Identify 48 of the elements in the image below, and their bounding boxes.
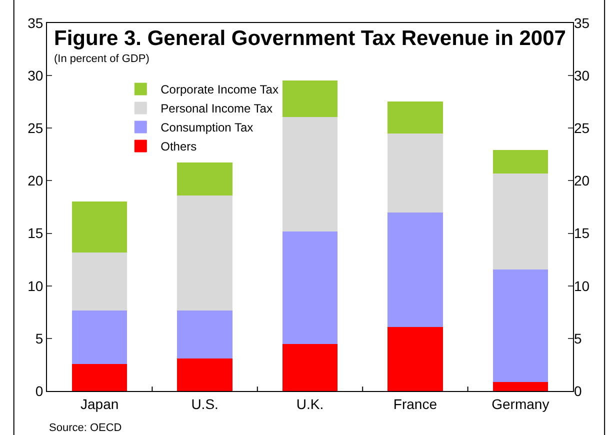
y2-tick-label: 5: [574, 330, 582, 346]
bar: [282, 230, 338, 344]
y-tick-label: 25: [28, 120, 44, 136]
y2-tick-label: 25: [574, 120, 590, 136]
bar: [72, 363, 128, 391]
x-tick-label: U.S.: [191, 396, 218, 412]
bar: [492, 268, 548, 382]
chart-title: Figure 3. General Government Tax Revenue in 2007: [54, 27, 566, 50]
y2-tick-label: 35: [574, 14, 590, 31]
legend-label: Consumption Tax: [160, 120, 254, 135]
y-tick-label: 10: [28, 278, 44, 294]
y-tick-label: 20: [28, 172, 44, 189]
y2-tick-label: 30: [574, 67, 590, 84]
y2-tick-label: 15: [574, 225, 590, 242]
bar: [388, 102, 443, 134]
x-tick-label: Germany: [492, 396, 550, 412]
legend-label: Corporate Income Tax: [160, 82, 278, 97]
bar: [282, 116, 338, 232]
bar: [72, 252, 128, 310]
y-tick-label: 35: [28, 14, 44, 31]
bar: [282, 80, 338, 117]
bar: [282, 343, 338, 391]
legend-label: Others: [160, 140, 197, 154]
y-tick-label: 30: [28, 67, 44, 84]
bar: [492, 173, 548, 270]
bar: [72, 201, 128, 252]
bar: [388, 133, 443, 213]
bar: [492, 150, 548, 174]
bar: [388, 212, 443, 328]
y2-tick-label: 10: [574, 278, 590, 294]
legend-label: Personal Income Tax: [160, 102, 272, 116]
source-note: Source: OECD: [49, 422, 122, 434]
bar: [388, 326, 443, 391]
x-tick-label: France: [393, 396, 438, 412]
y2-tick-label: 0: [574, 382, 582, 399]
bar: [492, 381, 548, 391]
bar: [177, 310, 232, 359]
y-tick-label: 0: [35, 382, 44, 399]
x-tick-label: U.K.: [296, 396, 324, 412]
y2-tick-label: 20: [574, 172, 590, 189]
bar: [177, 195, 232, 310]
text: (In percent of GDP): [54, 53, 150, 65]
bar: [72, 310, 128, 364]
y-tick-label: 15: [28, 225, 44, 242]
bar: [177, 162, 232, 196]
y-tick-label: 5: [35, 330, 44, 346]
bar: [177, 358, 232, 391]
x-tick-label: Japan: [80, 396, 119, 412]
